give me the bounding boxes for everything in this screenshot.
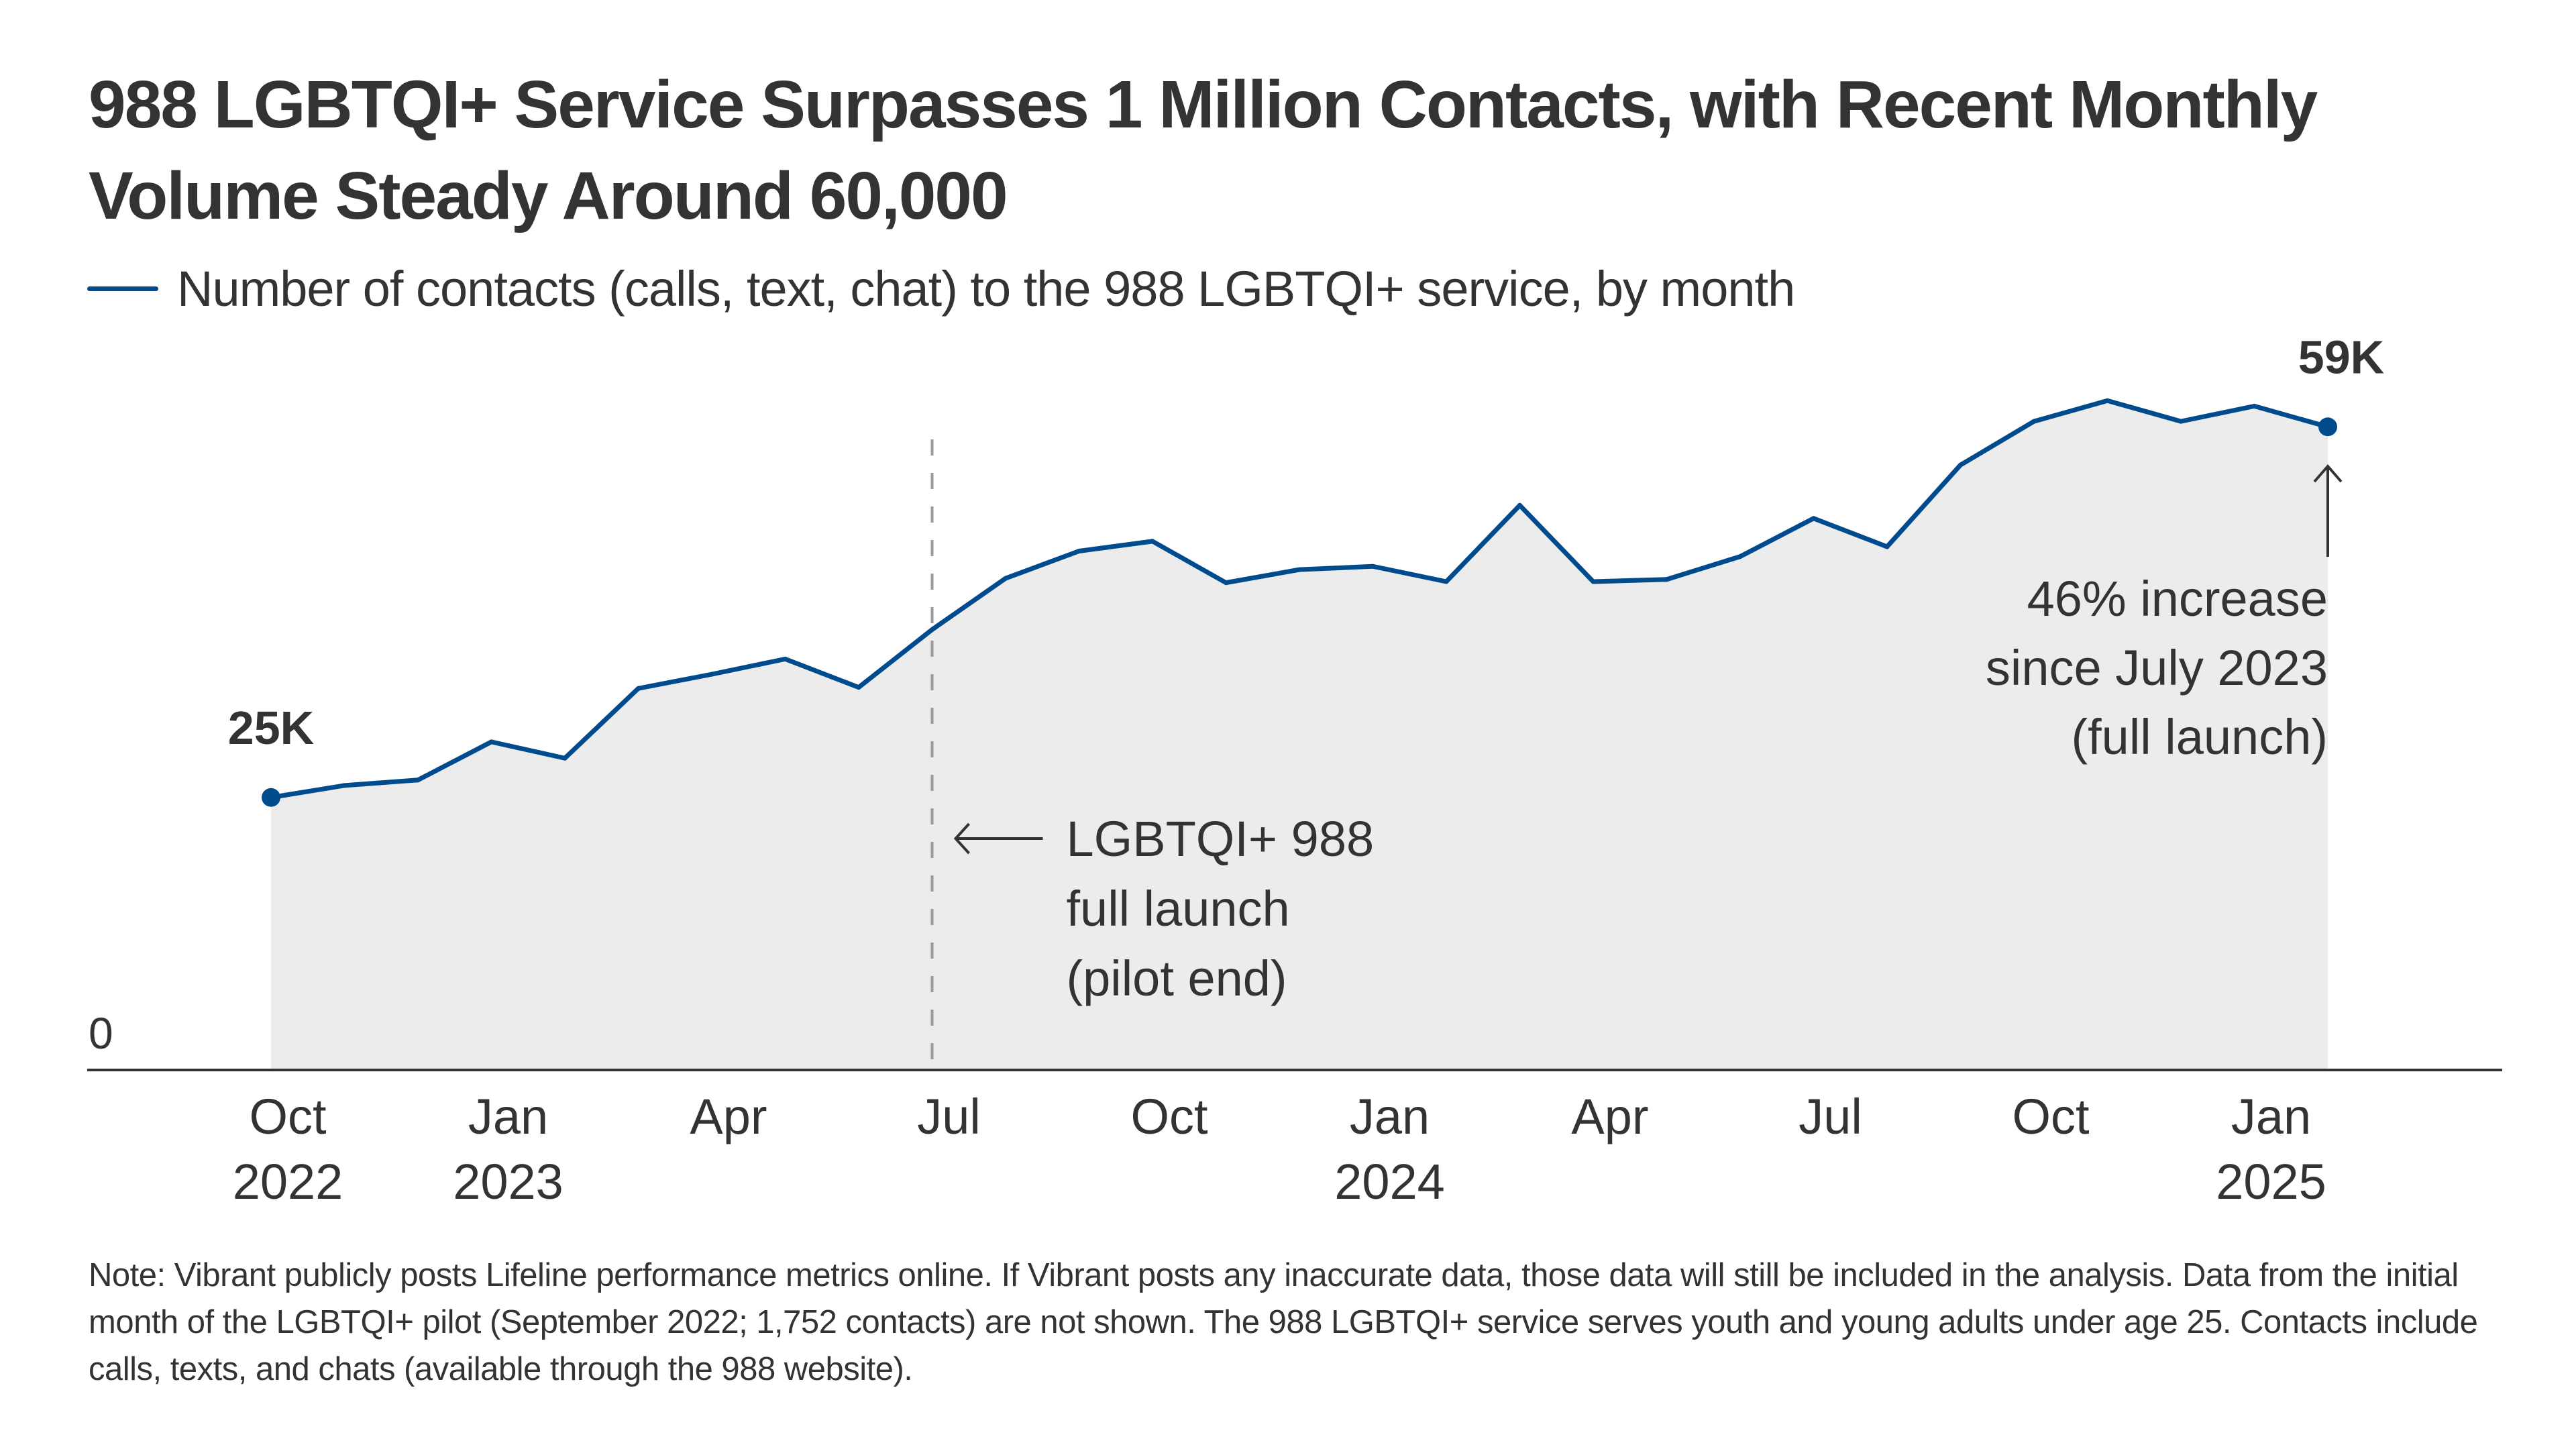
endpoint-marker: [262, 788, 280, 807]
y-tick-label: 0: [89, 1008, 113, 1058]
increase-annotation-text: 46% increase: [2027, 571, 2328, 627]
series-line-segment: [1811, 516, 1890, 549]
x-tick-year-label: 2025: [2216, 1154, 2326, 1210]
endpoint-marker: [2318, 417, 2337, 437]
series-line-segment: [1077, 539, 1155, 553]
x-tick-label: Jan: [468, 1089, 548, 1144]
series-line-segment: [856, 627, 934, 690]
x-tick-year-label: 2024: [1334, 1154, 1445, 1210]
series-line-segment: [1224, 567, 1302, 586]
series-line-segment: [489, 739, 568, 761]
series-line-segment: [2178, 403, 2257, 424]
series-line-segment: [415, 739, 494, 783]
series-line-segment: [2105, 398, 2184, 424]
legend-label: Number of contacts (calls, text, chat) t…: [177, 261, 1795, 317]
x-tick-label: Apr: [690, 1089, 767, 1144]
launch-annotation-text: full launch: [1067, 881, 1290, 936]
x-tick-label: Apr: [1571, 1089, 1648, 1144]
launch-annotation-text: (pilot end): [1067, 951, 1287, 1006]
series-line-segment: [1884, 462, 1963, 549]
x-tick-label: Oct: [249, 1089, 327, 1144]
data-label: 59K: [2298, 331, 2384, 383]
x-tick-label: Jul: [1799, 1089, 1862, 1144]
legend-line-swatch: [87, 286, 158, 291]
series-line-segment: [1737, 516, 1816, 559]
x-tick-label: Jan: [1350, 1089, 1430, 1144]
series-line-segment: [636, 672, 714, 691]
launch-arrow-head-icon: [953, 822, 970, 855]
chart-title: 988 LGBTQI+ Service Surpasses 1 Million …: [89, 67, 2318, 233]
series-line-segment: [783, 656, 861, 690]
series-line-segment: [342, 777, 421, 788]
series-line-segment: [1297, 564, 1375, 572]
increase-annotation-text: (full launch): [2071, 709, 2328, 765]
series-line-segment: [1371, 564, 1449, 584]
x-tick-label: Oct: [2012, 1089, 2090, 1144]
series-line-segment: [1664, 554, 1743, 582]
series-line-segment: [1003, 549, 1081, 581]
legend: Number of contacts (calls, text, chat) t…: [87, 260, 1795, 317]
launch-annotation-text: LGBTQI+ 988: [1067, 811, 1375, 867]
series-line-segment: [1150, 539, 1228, 586]
data-label: 25K: [228, 702, 314, 754]
footnote: Note: Vibrant publicly posts Lifeline pe…: [89, 1257, 2478, 1387]
series-line-segment: [1958, 419, 2037, 468]
x-tick-label: Jan: [2231, 1089, 2311, 1144]
x-tick-year-label: 2022: [233, 1154, 343, 1210]
series-line-segment: [709, 656, 788, 677]
series-line-segment: [1517, 502, 1596, 584]
x-tick-label: Jul: [917, 1089, 981, 1144]
x-tick-label: Oct: [1130, 1089, 1208, 1144]
series-line-segment: [2252, 403, 2330, 429]
series-line-segment: [2031, 398, 2110, 424]
x-tick-year-label: 2023: [453, 1154, 564, 1210]
series-line-segment: [562, 686, 641, 761]
series-line-segment: [1444, 502, 1522, 584]
increase-arrow-head-icon: [2313, 464, 2343, 483]
area-fill: [271, 400, 2328, 1070]
series-line-segment: [930, 576, 1008, 632]
series-line-segment: [268, 783, 347, 800]
series-line-segment: [1591, 577, 1669, 584]
increase-annotation-text: since July 2023: [1986, 640, 2328, 696]
